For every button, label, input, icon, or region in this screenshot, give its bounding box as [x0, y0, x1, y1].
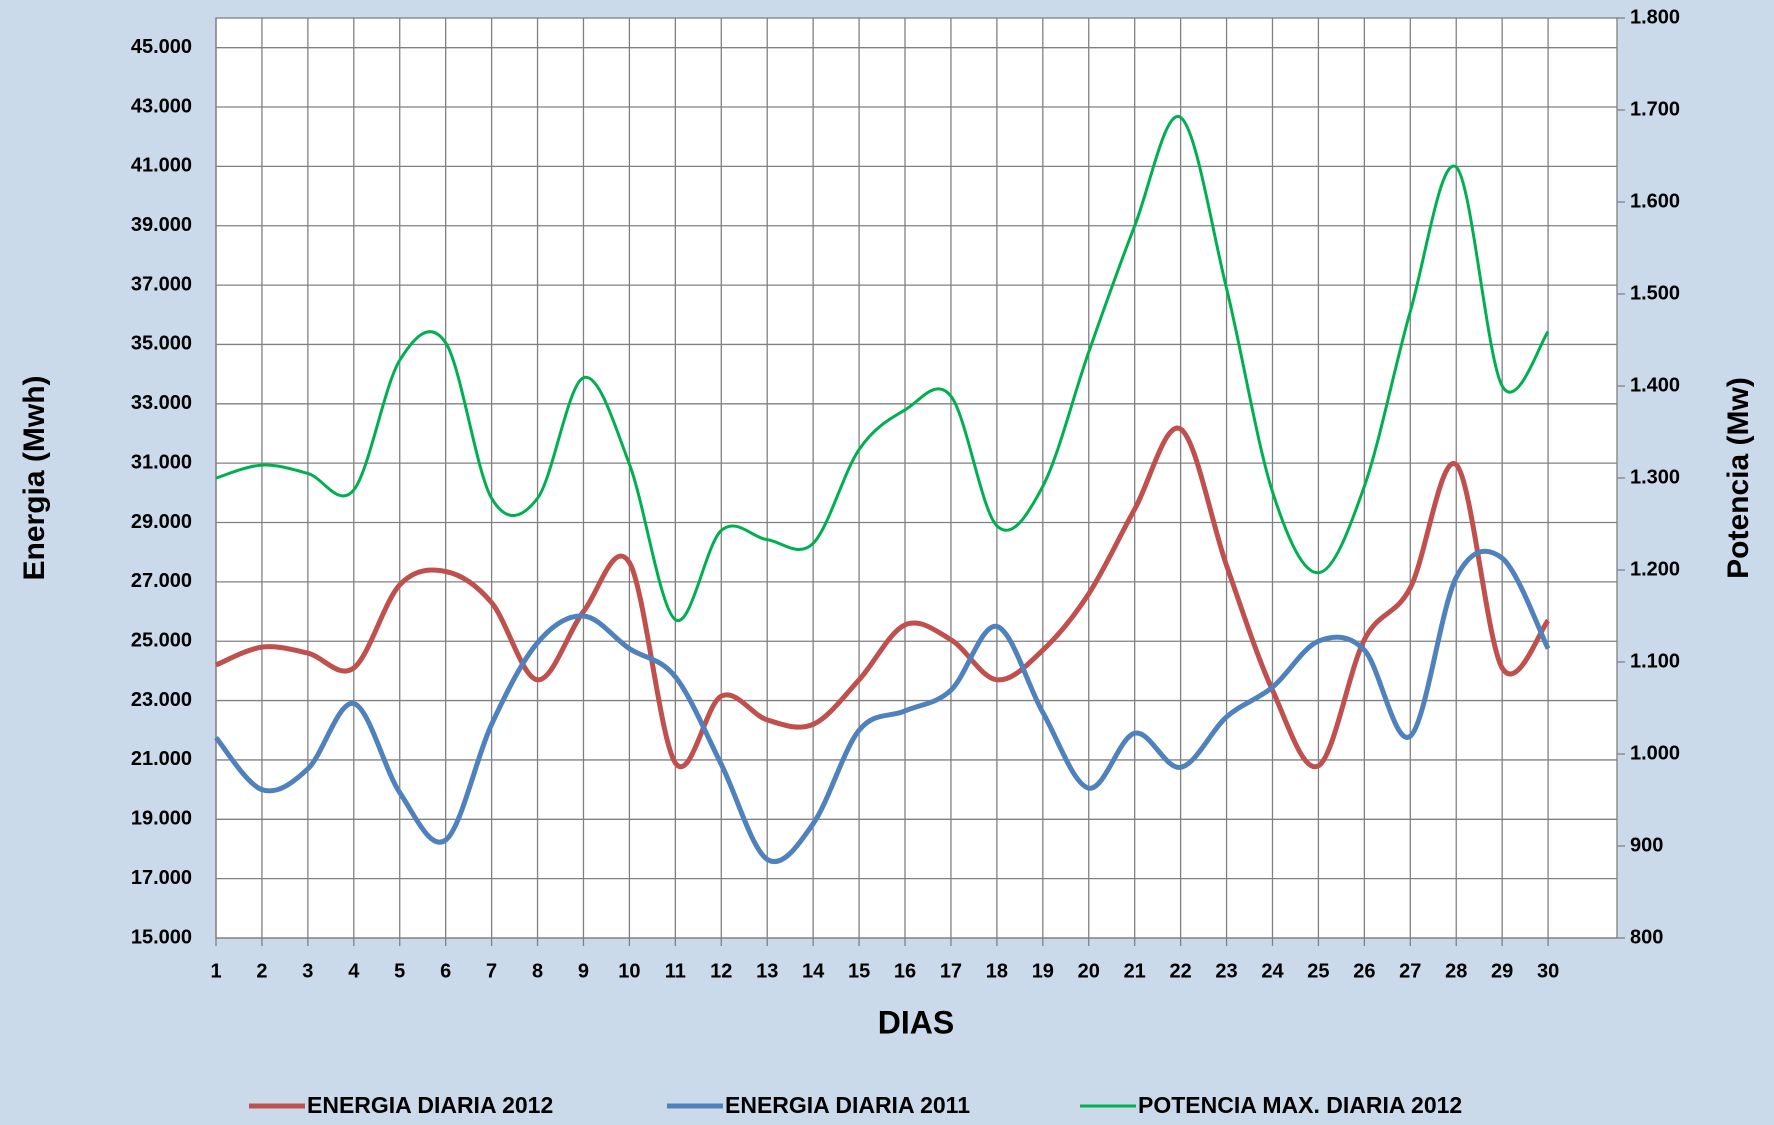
- y-tick-label: 21.000: [131, 748, 192, 770]
- x-tick-label: 9: [578, 960, 589, 982]
- y-tick-label: 19.000: [131, 808, 192, 830]
- x-tick-label: 16: [894, 960, 916, 982]
- y-axis-title: Energia (Mwh): [18, 375, 51, 580]
- y2-tick-label: 1.300: [1630, 466, 1680, 488]
- y-tick-label: 25.000: [131, 630, 192, 652]
- y2-tick-label: 1.100: [1630, 650, 1680, 672]
- x-tick-label: 20: [1078, 960, 1100, 982]
- y-tick-label: 27.000: [131, 570, 192, 592]
- x-axis-title: DIAS: [878, 1004, 954, 1040]
- y2-tick-label: 1.200: [1630, 558, 1680, 580]
- y-tick-label: 43.000: [131, 95, 192, 117]
- x-tick-label: 8: [532, 960, 543, 982]
- x-tick-label: 24: [1261, 960, 1284, 982]
- y-tick-label: 39.000: [131, 214, 192, 236]
- y2-tick-label: 900: [1630, 834, 1663, 856]
- legend-label: ENERGIA DIARIA 2011: [725, 1092, 970, 1118]
- y-tick-label: 41.000: [131, 155, 192, 177]
- x-tick-label: 22: [1169, 960, 1191, 982]
- x-tick-label: 14: [802, 960, 825, 982]
- legend-label: ENERGIA DIARIA 2012: [307, 1092, 553, 1118]
- x-tick-label: 21: [1124, 960, 1146, 982]
- x-tick-label: 30: [1537, 960, 1559, 982]
- y-tick-label: 37.000: [131, 273, 192, 295]
- legend-label: POTENCIA MAX. DIARIA 2012: [1138, 1092, 1462, 1118]
- x-tick-label: 26: [1353, 960, 1375, 982]
- y2-tick-label: 800: [1630, 926, 1663, 948]
- y2-tick-label: 1.400: [1630, 374, 1680, 396]
- x-tick-label: 10: [618, 960, 640, 982]
- y-tick-label: 45.000: [131, 36, 192, 58]
- x-tick-label: 6: [440, 960, 451, 982]
- x-tick-label: 19: [1032, 960, 1054, 982]
- x-tick-label: 3: [302, 960, 313, 982]
- x-tick-label: 11: [665, 960, 686, 982]
- x-tick-label: 1: [210, 960, 221, 982]
- y2-tick-label: 1.500: [1630, 282, 1680, 304]
- x-tick-label: 18: [986, 960, 1008, 982]
- y-tick-label: 31.000: [131, 451, 192, 473]
- y-tick-label: 33.000: [131, 392, 192, 414]
- x-tick-label: 23: [1215, 960, 1237, 982]
- y-tick-label: 15.000: [131, 926, 192, 948]
- y2-tick-label: 1.800: [1630, 6, 1680, 28]
- y-tick-label: 17.000: [131, 867, 192, 889]
- x-tick-label: 12: [710, 960, 732, 982]
- y2-axis-title: Potencia (Mw): [1722, 377, 1755, 579]
- x-tick-label: 4: [348, 960, 360, 982]
- y2-tick-label: 1.700: [1630, 98, 1680, 120]
- y-tick-label: 35.000: [131, 333, 192, 355]
- x-tick-label: 13: [756, 960, 778, 982]
- line-series: [215, 115, 1550, 622]
- x-tick-label: 27: [1399, 960, 1421, 982]
- x-tick-label: 15: [848, 960, 870, 982]
- x-tick-label: 17: [940, 960, 962, 982]
- x-tick-label: 29: [1491, 960, 1513, 982]
- y-tick-label: 29.000: [131, 511, 192, 533]
- x-tick-label: 5: [394, 960, 405, 982]
- x-tick-label: 25: [1307, 960, 1329, 982]
- y-tick-label: 23.000: [131, 689, 192, 711]
- line-series: [214, 548, 1551, 864]
- y2-tick-label: 1.600: [1630, 190, 1680, 212]
- y2-tick-label: 1.000: [1630, 742, 1680, 764]
- plot-area: [215, 17, 1618, 939]
- x-tick-label: 28: [1445, 960, 1467, 982]
- x-tick-label: 7: [486, 960, 497, 982]
- x-tick-label: 2: [256, 960, 267, 982]
